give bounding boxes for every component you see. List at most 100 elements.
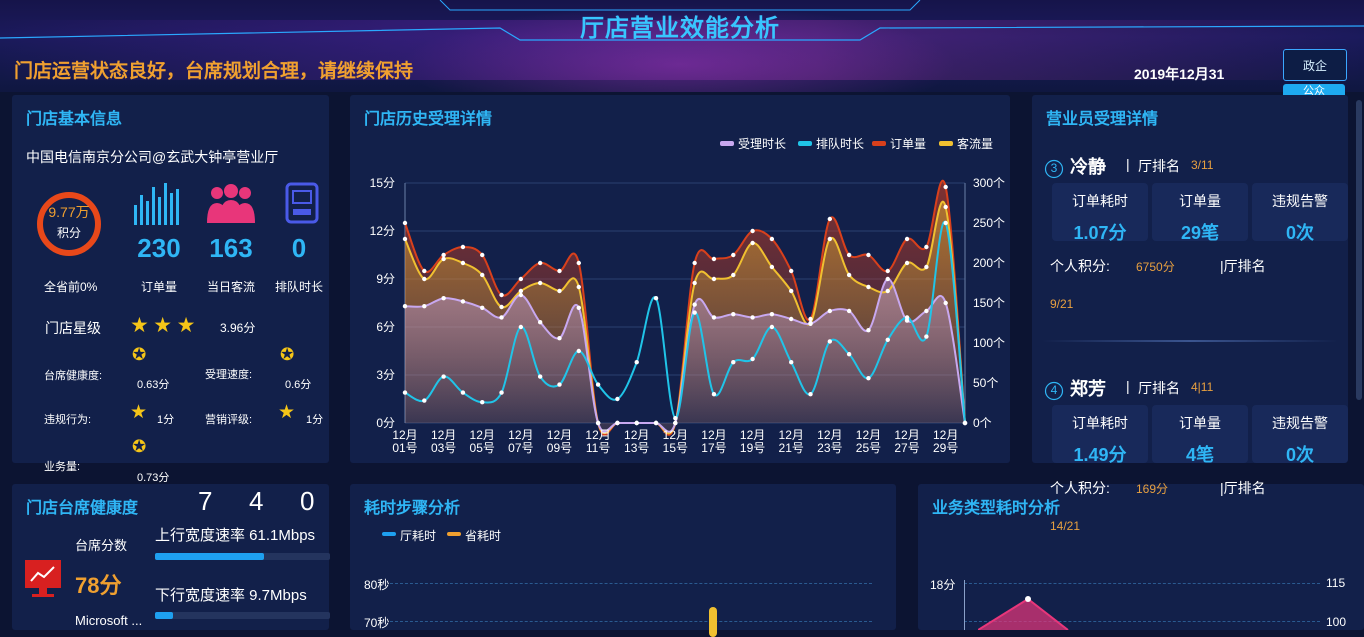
- y-left-tick: 18分: [930, 578, 956, 592]
- queue-machine-icon: [285, 182, 319, 224]
- history-panel: 门店历史受理详情 0分 3分 6分 9分 12分 15分 0个 50个 100个 150个 200…: [350, 95, 1010, 463]
- y-tick-label: 70秒: [364, 616, 390, 630]
- employee-rank: 3/11: [1191, 158, 1214, 172]
- data-point: [441, 374, 446, 379]
- legend-swatch: [720, 141, 734, 146]
- staff-scrollbar[interactable]: [1356, 100, 1362, 400]
- data-point: [460, 244, 466, 250]
- data-point: [866, 252, 871, 258]
- data-point: [943, 300, 948, 306]
- x-tick-label: 12月 25号: [856, 428, 881, 455]
- data-point: [769, 264, 775, 270]
- legend-province-label[interactable]: 省耗时: [465, 529, 502, 543]
- data-point: [518, 288, 524, 294]
- data-point: [827, 216, 833, 222]
- order-count-label: 订单量: [1179, 193, 1221, 209]
- data-point: [402, 236, 408, 242]
- data-point: [402, 390, 408, 395]
- violation-alert-value: 0次: [1285, 445, 1314, 465]
- queue-label: 排队时长: [274, 280, 323, 294]
- personal-score-value: 169分: [1136, 482, 1169, 496]
- y-right-tick-label: 0个: [973, 416, 992, 430]
- legend-label[interactable]: 受理时长: [738, 137, 786, 151]
- data-point: [885, 276, 890, 282]
- x-tick-label: 12月 19号: [740, 428, 765, 455]
- data-point: [924, 334, 929, 339]
- data-point: [808, 392, 813, 397]
- x-tick-label: 12月 09号: [547, 428, 572, 455]
- data-point: [422, 268, 427, 274]
- data-point: [750, 315, 755, 320]
- legend-label[interactable]: 订单量: [890, 137, 926, 151]
- data-point: [769, 236, 775, 242]
- x-tick-label: 12月 07号: [508, 428, 533, 455]
- rank-text: 全省前0%: [44, 280, 98, 294]
- data-point: [422, 398, 427, 403]
- desk-health-label: 台席健康度:: [44, 370, 103, 382]
- desk-score-value: 78分: [75, 573, 122, 598]
- y-left-tick-label: 15分: [370, 176, 395, 190]
- data-point: [962, 420, 968, 426]
- speed-label: 受理速度:: [205, 369, 253, 381]
- data-point: [460, 260, 466, 266]
- desk-health-value: 0.63分: [137, 379, 170, 391]
- employee-name: 郑芳: [1070, 379, 1106, 399]
- legend-hall-label[interactable]: 厅耗时: [400, 529, 437, 543]
- gov-enterprise-button[interactable]: 政企: [1283, 49, 1347, 81]
- store-info-title: 门店基本信息: [26, 111, 123, 128]
- store-info-panel: 门店基本信息 中国电信南京分公司@玄武大钟亭营业厅 9.77万 积分 全省前0%…: [12, 95, 329, 484]
- public-button[interactable]: 公众: [1283, 84, 1345, 98]
- violation-alert-label: 违规告警: [1272, 193, 1328, 209]
- data-point: [731, 312, 736, 317]
- legend-label[interactable]: 客流量: [957, 136, 993, 151]
- data-point: [557, 268, 562, 274]
- x-tick-label: 12月 01号: [392, 428, 417, 455]
- data-point: [460, 390, 466, 395]
- header-banner: [0, 0, 1364, 92]
- data-point: [480, 400, 485, 405]
- employee-index: 4: [1050, 383, 1058, 397]
- violation-box: 违规告警 0次: [1252, 405, 1348, 465]
- legend-hall-icon: [382, 532, 396, 536]
- data-point: [595, 382, 601, 387]
- upload-speed-bar: [155, 553, 330, 560]
- legend-label[interactable]: 排队时长: [816, 136, 864, 151]
- history-line-chart: 0分 3分 6分 9分 12分 15分 0个 50个 100个 150个 200个 250个 300个…: [370, 136, 1005, 455]
- health-digit: 7: [198, 486, 213, 516]
- data-point: [924, 244, 929, 250]
- data-point: [943, 184, 948, 190]
- data-point: [441, 256, 446, 262]
- device-label: Microsoft ...: [75, 613, 143, 628]
- star-icon: ★: [153, 314, 173, 337]
- data-point: [711, 276, 717, 282]
- violation-alert-value: 0次: [1285, 223, 1314, 243]
- score-label: 积分: [56, 226, 81, 240]
- upload-speed-label: 上行宽度速率 61.1Mbps: [155, 527, 316, 544]
- data-point: [711, 256, 717, 262]
- step-time-panel: 耗时步骤分析 厅耗时 省耗时 80秒 70秒: [350, 484, 896, 637]
- marketing-label: 营销评级:: [205, 414, 253, 426]
- data-point: [789, 316, 794, 322]
- data-point: [943, 220, 948, 226]
- personal-rank-value: 14/21: [1050, 519, 1081, 533]
- legend-swatch: [939, 141, 953, 146]
- data-point: [827, 339, 833, 344]
- marketing-value: 1分: [306, 414, 324, 426]
- y-right-tick-label: 200个: [973, 256, 1005, 270]
- data-point: [750, 240, 755, 246]
- order-count-value: 29笔: [1180, 223, 1220, 243]
- employee-rank: 4|11: [1191, 380, 1214, 394]
- people-icon: [207, 184, 255, 223]
- score-ring-icon: [37, 192, 101, 256]
- grid-line: [390, 621, 872, 622]
- x-tick-label: 12月 15号: [663, 428, 688, 455]
- legend-province-icon: [447, 532, 461, 536]
- data-point: [480, 272, 485, 278]
- y-axis: [964, 580, 965, 630]
- staff-title: 营业员受理详情: [1046, 111, 1159, 128]
- business-type-panel: 业务类型耗时分析 18分 115 100: [918, 484, 1364, 630]
- data-point: [731, 252, 736, 258]
- y-right-tick-label: 250个: [973, 216, 1005, 230]
- data-point: [634, 360, 639, 365]
- data-point: [518, 292, 524, 298]
